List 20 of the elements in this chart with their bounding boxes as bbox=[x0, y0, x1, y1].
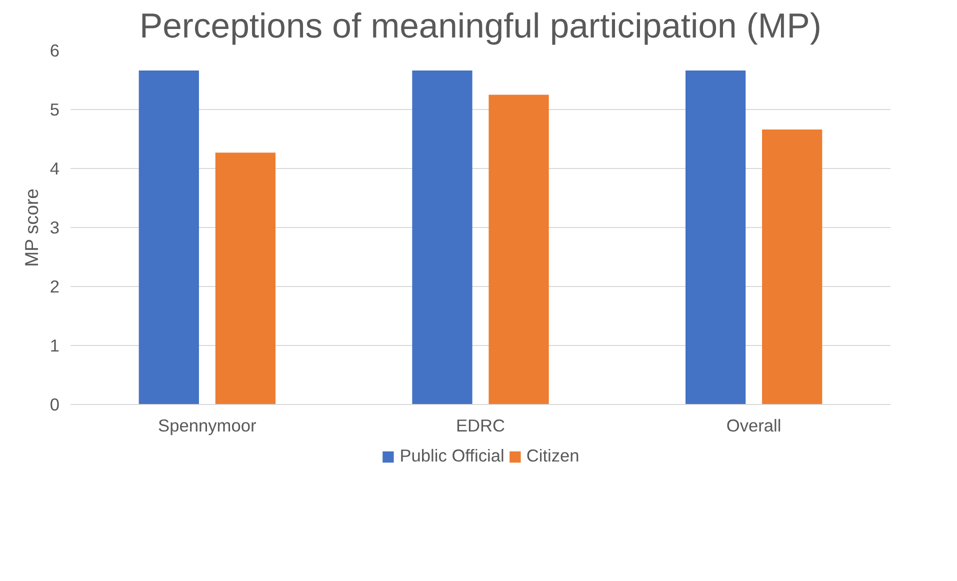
bar bbox=[412, 70, 472, 404]
y-tick-label: 5 bbox=[50, 100, 60, 120]
legend-label: Citizen bbox=[526, 446, 580, 466]
legend-label: Public Official bbox=[400, 446, 504, 466]
y-tick-label: 3 bbox=[50, 218, 60, 238]
y-tick-label: 4 bbox=[50, 158, 60, 178]
y-tick-label: 1 bbox=[50, 336, 60, 356]
x-tick-label: Spennymoor bbox=[158, 416, 257, 436]
x-tick-label: Overall bbox=[726, 416, 782, 436]
bar bbox=[762, 130, 822, 404]
bar bbox=[215, 152, 276, 404]
chart-title: Perceptions of meaningful participation (MP) bbox=[140, 8, 822, 46]
bar bbox=[686, 70, 746, 404]
bar bbox=[488, 94, 549, 404]
x-tick-label: EDRC bbox=[456, 416, 506, 436]
y-tick-label: 2 bbox=[50, 276, 60, 296]
y-tick-label: 6 bbox=[50, 40, 60, 60]
y-tick-label: 0 bbox=[50, 394, 60, 414]
y-axis-title: MP score bbox=[20, 188, 42, 267]
bar bbox=[138, 70, 199, 404]
